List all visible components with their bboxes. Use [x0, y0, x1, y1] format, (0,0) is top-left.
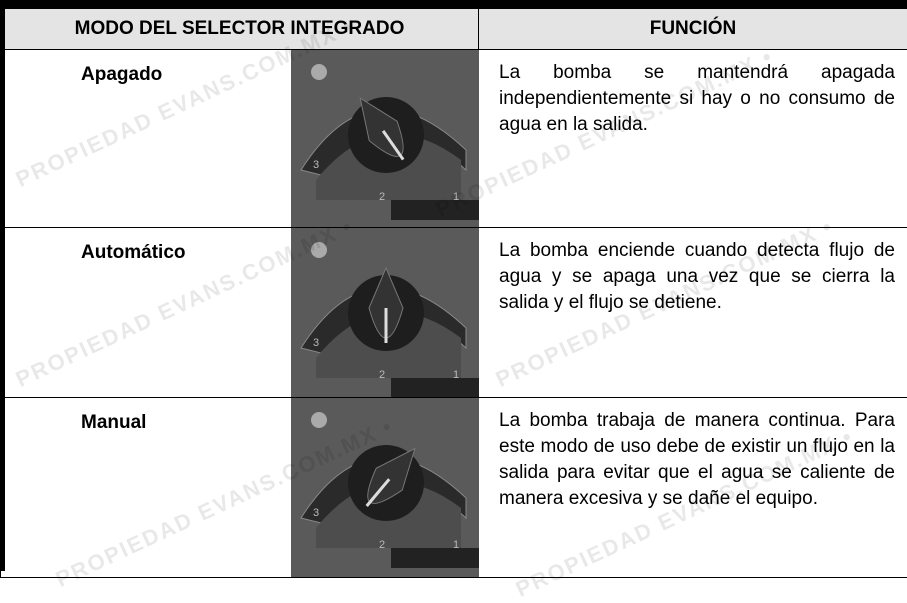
row: Apagado 3 2 1 La bomba se mantendrá apagada…: [1, 50, 907, 228]
function-text: La bomba enciende cuando detecta flujo d…: [479, 228, 907, 316]
mode-label: Apagado: [81, 64, 162, 86]
header-row: MODO DEL SELECTOR INTEGRADO FUNCIÓN: [1, 9, 907, 50]
screw: [311, 412, 327, 428]
mode-cell: Manual 3 2 1: [1, 398, 479, 578]
screw: [311, 64, 327, 80]
dial-photo: 3 2 1: [291, 398, 479, 577]
dial-photo: 3 2 1: [291, 50, 479, 227]
dial-number: 3: [313, 159, 319, 171]
page: MODO DEL SELECTOR INTEGRADO FUNCIÓN Apag…: [0, 0, 907, 571]
dial-number: 3: [313, 337, 319, 349]
header-cell: FUNCIÓN: [479, 9, 907, 50]
slot: [391, 200, 479, 220]
screw: [311, 242, 327, 258]
dial-number: 2: [379, 539, 385, 551]
mode-cell: Automático 3 2 1: [1, 228, 479, 398]
slot: [391, 548, 479, 568]
function-text: La bomba trabaja de manera continua. Par…: [479, 398, 907, 512]
function-cell: La bomba se mantendrá apagada independie…: [479, 50, 907, 228]
slot: [391, 378, 479, 397]
function-text: La bomba se mantendrá apagada independie…: [479, 50, 907, 138]
top-bar: [0, 0, 907, 8]
left-border: [0, 0, 5, 571]
dial-photo: 3 2 1: [291, 228, 479, 397]
dial-number: 2: [379, 191, 385, 203]
row: Automático 3 2 1 La bomba enciende cuando d…: [1, 228, 907, 398]
dial-number: 1: [453, 539, 459, 551]
mode-table: MODO DEL SELECTOR INTEGRADO FUNCIÓN Apag…: [0, 8, 907, 578]
mode-label: Automático: [81, 242, 186, 264]
mode-label: Manual: [81, 412, 146, 434]
dial-number: 1: [453, 191, 459, 203]
header-cell: MODO DEL SELECTOR INTEGRADO: [1, 9, 479, 50]
function-cell: La bomba trabaja de manera continua. Par…: [479, 398, 907, 578]
mode-cell: Apagado 3 2 1: [1, 50, 479, 228]
function-cell: La bomba enciende cuando detecta flujo d…: [479, 228, 907, 398]
dial-number: 3: [313, 507, 319, 519]
row: Manual 3 2 1 La bomba trabaja de manera con…: [1, 398, 907, 578]
dial-number: 1: [453, 369, 459, 381]
dial-number: 2: [379, 369, 385, 381]
